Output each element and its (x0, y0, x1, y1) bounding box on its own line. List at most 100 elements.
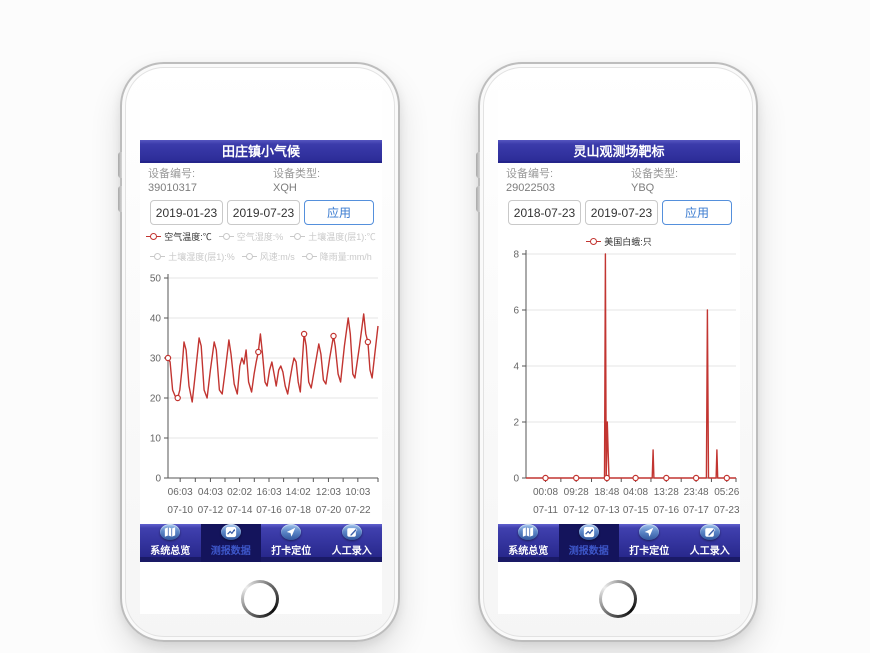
legend-item-air-humidity[interactable]: 空气湿度:% (218, 230, 283, 243)
nav-tab-label: 人工录入 (331, 546, 372, 557)
svg-text:18:48: 18:48 (594, 487, 619, 498)
nav-tab-system-overview[interactable]: 系统总览 (140, 524, 201, 557)
svg-text:07-16: 07-16 (256, 505, 282, 516)
svg-text:07-14: 07-14 (227, 505, 253, 516)
svg-text:07-17: 07-17 (683, 505, 709, 516)
svg-text:04:08: 04:08 (623, 487, 648, 498)
edit-icon (699, 524, 720, 540)
svg-text:05:26: 05:26 (714, 487, 739, 498)
locate-icon (281, 524, 302, 540)
screen: 灵山观测场靶标 设备编号: 29022503 设备类型: YBQ 2018-07… (498, 90, 740, 614)
nav-tab-label: 打卡定位 (271, 546, 312, 557)
pest-count-line-chart[interactable]: 0 2 4 6 8 00:08 07-11 09:28 07-12 18:48 07-13 04:08… (498, 246, 740, 525)
volume-up-button (476, 152, 480, 178)
home-button[interactable] (599, 580, 637, 618)
map-icon (518, 524, 539, 540)
nav-tab-label: 打卡定位 (629, 546, 670, 557)
svg-text:40: 40 (150, 314, 162, 325)
chart-legend: 空气温度:℃ 空气湿度:% 土壤温度(层1):℃ 土壤湿度(层1):% 风速:m… (140, 231, 382, 271)
svg-text:0: 0 (513, 474, 519, 485)
svg-text:02:02: 02:02 (227, 487, 252, 498)
volume-up-button (118, 152, 122, 178)
locate-icon (639, 524, 660, 540)
svg-text:09:28: 09:28 (564, 487, 589, 498)
legend-item-soil-temperature[interactable]: 土壤温度(层1):℃ (290, 230, 376, 243)
svg-text:07-13: 07-13 (594, 505, 620, 516)
chart-legend: 美国白蛾:只 (498, 236, 740, 256)
end-date-input[interactable]: 2019-07-23 (227, 200, 300, 225)
svg-text:6: 6 (513, 306, 519, 317)
start-date-input[interactable]: 2018-07-23 (508, 200, 581, 225)
map-icon (160, 524, 181, 540)
nav-tab-manual-entry[interactable]: 人工录入 (322, 524, 383, 557)
series-marker-icon (241, 252, 257, 261)
legend-item-air-temperature[interactable]: 空气温度:℃ (146, 230, 212, 243)
apply-button[interactable]: 应用 (304, 200, 374, 225)
device-info: 设备编号: 39010317 设备类型: XQH (148, 167, 378, 195)
end-date-input[interactable]: 2019-07-23 (585, 200, 658, 225)
device-number-value: 29022503 (506, 182, 555, 194)
device-type-value: YBQ (631, 182, 655, 194)
device-type-label: 设备类型: (631, 168, 679, 180)
svg-text:07-10: 07-10 (167, 505, 193, 516)
svg-text:07-20: 07-20 (316, 505, 342, 516)
series-marker-icon (290, 232, 306, 241)
page-title: 田庄镇小气候 (221, 144, 300, 159)
svg-text:06:03: 06:03 (168, 487, 193, 498)
svg-text:30: 30 (150, 354, 162, 365)
svg-text:8: 8 (513, 250, 519, 261)
temperature-line-chart[interactable]: 0 10 20 30 40 50 06:03 07-10 04:03 07-12 02:02 07-1… (140, 270, 382, 525)
legend-item-fall-webworm[interactable]: 美国白蛾:只 (586, 235, 652, 248)
device-info: 设备编号: 29022503 设备类型: YBQ (506, 167, 736, 195)
svg-text:10:03: 10:03 (345, 487, 370, 498)
legend-item-rainfall[interactable]: 降雨量:mm/h (301, 250, 372, 263)
svg-text:20: 20 (150, 394, 162, 405)
screen: 田庄镇小气候 设备编号: 39010317 设备类型: XQH 2019-01-… (140, 90, 382, 614)
date-filter-row: 2018-07-23 2019-07-23 应用 (508, 200, 732, 225)
device-type-value: XQH (273, 182, 297, 194)
svg-text:50: 50 (150, 274, 162, 285)
svg-text:0: 0 (155, 474, 161, 485)
nav-tab-system-overview[interactable]: 系统总览 (498, 524, 559, 557)
series-marker-icon (218, 232, 234, 241)
volume-down-button (118, 186, 122, 212)
svg-text:4: 4 (513, 362, 519, 373)
nav-tab-label: 系统总览 (150, 546, 191, 557)
nav-tab-report-data[interactable]: 测报数据 (200, 524, 261, 562)
svg-text:23:48: 23:48 (684, 487, 709, 498)
device-type-label: 设备类型: (273, 168, 321, 180)
device-number-value: 39010317 (148, 182, 197, 194)
nav-tab-label: 测报数据 (210, 546, 251, 557)
chart-icon (220, 524, 241, 540)
svg-text:07-18: 07-18 (285, 505, 311, 516)
phone-mockup-right: 灵山观测场靶标 设备编号: 29022503 设备类型: YBQ 2018-07… (476, 62, 758, 642)
nav-tab-label: 系统总览 (508, 546, 549, 557)
svg-text:13:28: 13:28 (654, 487, 679, 498)
nav-tab-label: 测报数据 (568, 546, 609, 557)
volume-down-button (476, 186, 480, 212)
legend-item-soil-humidity[interactable]: 土壤湿度(层1):% (150, 250, 235, 263)
nav-tab-checkin-location[interactable]: 打卡定位 (261, 524, 322, 557)
svg-text:07-22: 07-22 (345, 505, 371, 516)
svg-text:16:03: 16:03 (256, 487, 281, 498)
device-number-label: 设备编号: (506, 168, 554, 180)
series-marker-icon (301, 252, 317, 261)
phone-mockup-left: 田庄镇小气候 设备编号: 39010317 设备类型: XQH 2019-01-… (118, 62, 400, 642)
app-header: 田庄镇小气候 (140, 140, 382, 163)
start-date-input[interactable]: 2019-01-23 (150, 200, 223, 225)
svg-text:07-11: 07-11 (533, 505, 558, 516)
edit-icon (341, 524, 362, 540)
legend-item-wind-speed[interactable]: 风速:m/s (241, 250, 295, 263)
series-marker-icon (150, 252, 166, 261)
home-button[interactable] (241, 580, 279, 618)
app-header: 灵山观测场靶标 (498, 140, 740, 163)
svg-text:04:03: 04:03 (198, 487, 223, 498)
apply-button[interactable]: 应用 (662, 200, 732, 225)
nav-tab-manual-entry[interactable]: 人工录入 (680, 524, 741, 557)
svg-text:07-12: 07-12 (563, 505, 589, 516)
date-filter-row: 2019-01-23 2019-07-23 应用 (150, 200, 374, 225)
nav-tab-report-data[interactable]: 测报数据 (558, 524, 619, 562)
series-marker-icon (586, 237, 602, 246)
svg-text:07-12: 07-12 (198, 505, 224, 516)
nav-tab-checkin-location[interactable]: 打卡定位 (619, 524, 680, 557)
